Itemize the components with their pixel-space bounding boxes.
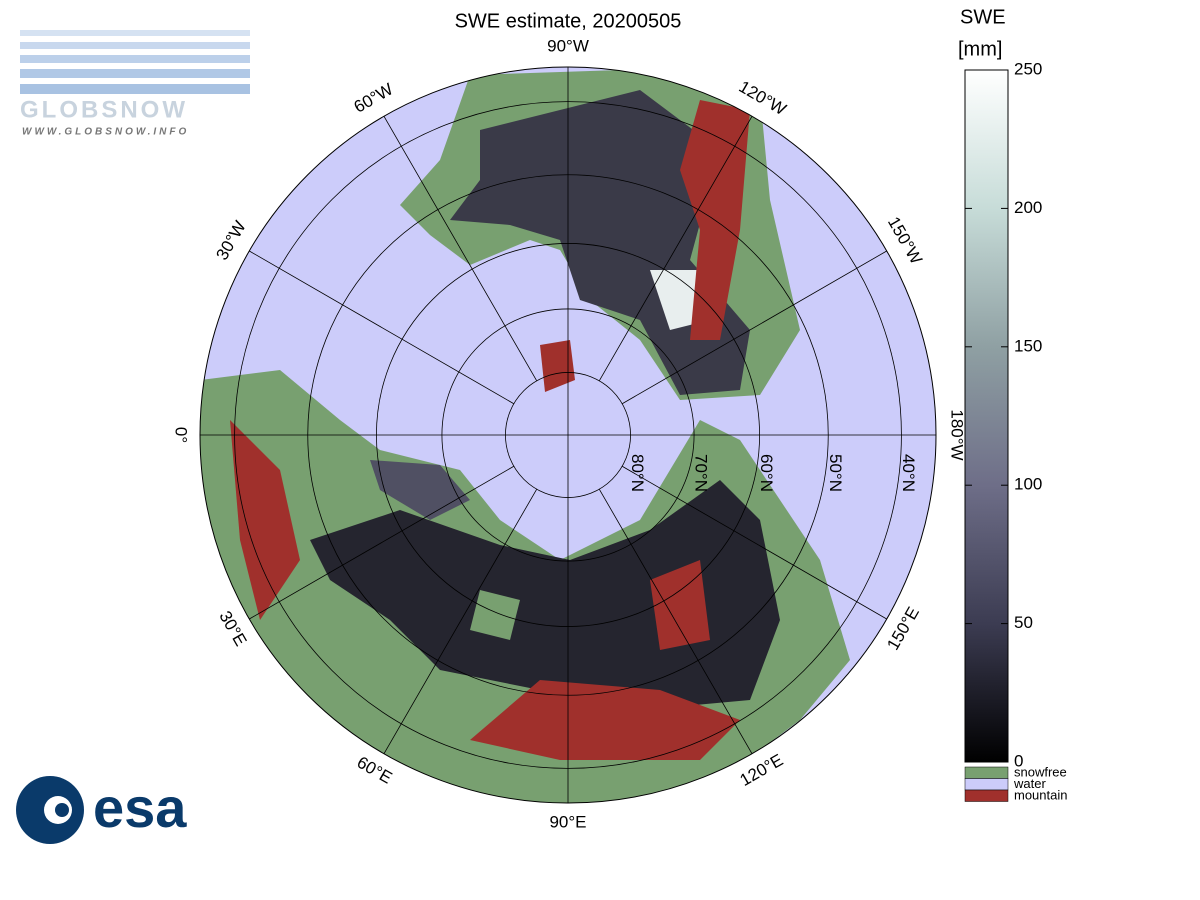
meridian bbox=[249, 465, 515, 620]
parallel-label: 40°N bbox=[899, 454, 918, 492]
legend-swatch bbox=[964, 789, 1009, 802]
meridian-label: 60°W bbox=[351, 79, 397, 116]
esa-text: esa bbox=[93, 776, 187, 839]
colorbar-unit: [mm] bbox=[958, 38, 1002, 60]
colorbar-tick-label: 50 bbox=[1014, 613, 1033, 632]
parallel-label: 80°N bbox=[628, 454, 647, 492]
map: 80°N 70°N 60°N 50°N 40°N 90°W 60°W 30°W 0° 30°E 60… bbox=[172, 36, 967, 831]
meridian bbox=[621, 465, 887, 620]
land bbox=[200, 70, 850, 803]
parallel-label: 60°N bbox=[757, 454, 776, 492]
logo-url: WWW.GLOBSNOW.INFO bbox=[22, 127, 189, 138]
parallel-label: 50°N bbox=[826, 454, 845, 492]
meridian bbox=[383, 116, 538, 382]
meridian bbox=[249, 250, 515, 405]
colorbar-tick-label: 150 bbox=[1014, 336, 1042, 355]
colorbar-tick-label: 200 bbox=[1014, 198, 1042, 217]
colorbar-tick-label: 100 bbox=[1014, 475, 1042, 494]
meridian-label: 180°W bbox=[948, 409, 967, 460]
map-border bbox=[199, 66, 937, 804]
title: SWE estimate, 20200505 bbox=[455, 10, 682, 32]
meridian-label: 90°W bbox=[547, 36, 589, 55]
legend-swatch bbox=[964, 778, 1009, 791]
meridian-label: 90°E bbox=[549, 812, 586, 831]
logo-text: GLOBSNOW bbox=[20, 96, 188, 123]
colorbar: SWE [mm] 0 50 100 150 200 250 snowfreewatermou… bbox=[958, 6, 1067, 802]
esa-logo: esa bbox=[16, 776, 187, 844]
legend-swatch bbox=[964, 766, 1009, 779]
globsnow-logo: GLOBSNOW WWW.GLOBSNOW.INFO bbox=[20, 30, 250, 138]
meridian-label: 0° bbox=[172, 427, 191, 443]
meridian bbox=[598, 488, 753, 754]
meridian bbox=[598, 116, 753, 382]
meridian bbox=[383, 488, 538, 754]
legend-label: snowfree bbox=[1014, 764, 1067, 779]
legend-label: water bbox=[1013, 776, 1046, 791]
meridian-label: 60°E bbox=[354, 753, 396, 788]
meridian bbox=[621, 250, 887, 405]
colorbar-tick-label: 250 bbox=[1014, 59, 1042, 78]
colorbar-ramp bbox=[964, 69, 1009, 763]
parallel-label: 70°N bbox=[692, 454, 711, 492]
colorbar-label: SWE bbox=[960, 6, 1006, 28]
meridian-label: 30°E bbox=[215, 608, 250, 650]
colorbar-tick-label: 0 bbox=[1014, 751, 1023, 770]
meridian-label: 30°W bbox=[212, 218, 249, 264]
legend-label: mountain bbox=[1014, 787, 1067, 802]
